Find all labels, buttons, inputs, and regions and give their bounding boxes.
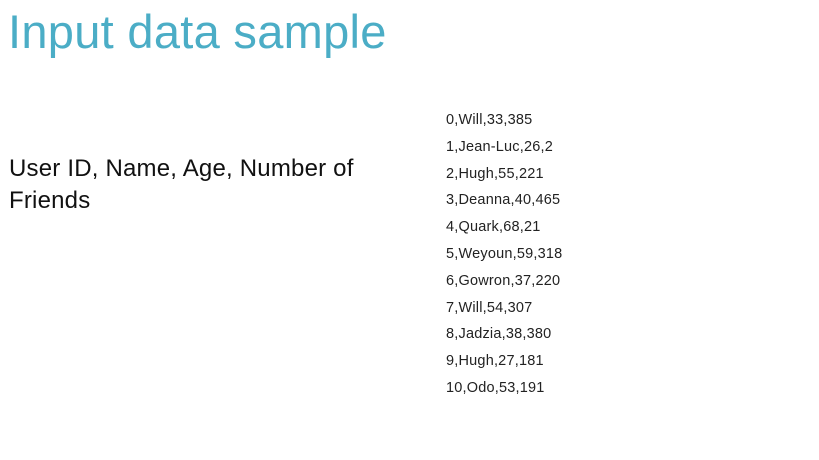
sample-row: 5,Weyoun,59,318 <box>446 245 563 262</box>
sample-row: 8,Jadzia,38,380 <box>446 326 552 343</box>
sample-data-list: 0,Will,33,385 1,Jean-Luc,26,2 2,Hugh,55,… <box>446 107 562 402</box>
sample-row: 2,Hugh,55,221 <box>446 165 544 182</box>
sample-row: 3,Deanna,40,465 <box>446 192 561 209</box>
sample-row: 1,Jean-Luc,26,2 <box>446 138 553 155</box>
sample-row: 7,Will,54,307 <box>446 299 533 316</box>
slide-title: Input data sample <box>8 5 387 58</box>
sample-row: 10,Odo,53,191 <box>446 379 545 396</box>
sample-row: 6,Gowron,37,220 <box>446 272 561 289</box>
sample-row: 0,Will,33,385 <box>446 112 533 128</box>
sample-row: 9,Hugh,27,181 <box>446 353 544 370</box>
sample-row: 4,Quark,68,21 <box>446 219 541 236</box>
data-format-description: User ID, Name, Age, Number of Friends <box>9 155 354 214</box>
